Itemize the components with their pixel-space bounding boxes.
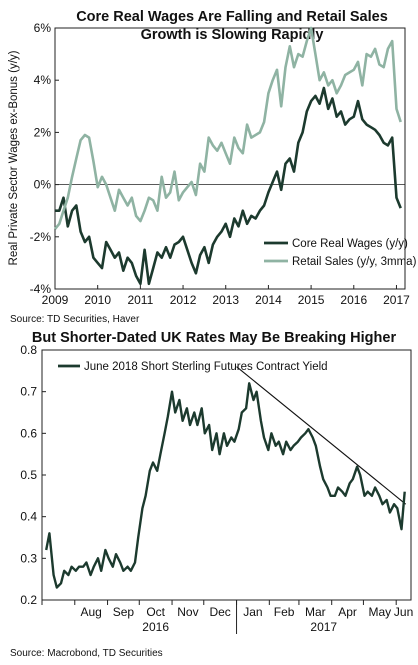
chart1-series-retail-sales — [53, 26, 402, 230]
chart1-xtick-label: 2014 — [255, 293, 282, 307]
chart1-series-core-wages — [55, 86, 402, 286]
chart2-xtick-label: Jun — [394, 605, 413, 619]
chart2-xtick-label: Feb — [274, 605, 295, 619]
chart1-xtick-label: 2016 — [340, 293, 367, 307]
chart2-year-label: 2016 — [142, 620, 169, 634]
chart1-ytick-label: 4% — [34, 73, 52, 87]
chart1-ytick-label: 6% — [34, 21, 52, 35]
chart2-xtick-label: Dec — [209, 605, 230, 619]
chart2-series-short-sterling — [45, 382, 406, 589]
chart2-xtick-label: Aug — [80, 605, 101, 619]
chart1-xtick-label: 2012 — [170, 293, 197, 307]
chart1-ytick-label: 0% — [34, 178, 52, 192]
chart1-subtitle: Growth is Slowing Rapidly — [141, 27, 324, 43]
chart2-ytick-label: 0.8 — [20, 343, 37, 357]
chart1-ytick-label: -4% — [30, 282, 52, 296]
chart2-xtick-label: Sep — [113, 605, 135, 619]
chart1-xtick-label: 2010 — [84, 293, 111, 307]
chart2-xtick-label: Jan — [243, 605, 262, 619]
chart1-xtick-label: 2017 — [383, 293, 410, 307]
chart2-legend-label: June 2018 Short Sterling Futures Contrac… — [84, 361, 328, 373]
chart1-frame — [54, 27, 406, 290]
chart2-plot: 0.2 0.3 0.4 0.5 0.6 0.7 0.8 Aug Sep Oct Nov Dec Jan F… — [20, 343, 413, 634]
chart2-xtick-label: Oct — [146, 605, 165, 619]
chart1-xtick-label: 2015 — [298, 293, 325, 307]
chart2-source: Source: Macrobond, TD Securities — [10, 648, 163, 659]
chart1-source: Source: TD Securities, Haver — [10, 314, 140, 325]
chart2-year-label: 2017 — [310, 620, 337, 634]
chart2-ytick-label: 0.6 — [20, 426, 37, 440]
chart2-xtick-label: Apr — [338, 605, 357, 619]
chart2-ytick-label: 0.5 — [20, 468, 37, 482]
chart2-ytick-label: 0.2 — [20, 593, 37, 607]
chart2-ytick-label: 0.3 — [20, 551, 37, 565]
chart1-legend-label: Retail Sales (y/y, 3mma) — [292, 256, 417, 268]
chart2-xtick-label: Nov — [177, 605, 198, 619]
chart1-legend-label: Core Real Wages (y/y) — [292, 238, 408, 250]
chart1-ytick-label: -2% — [30, 230, 52, 244]
chart1-xtick-label: 2013 — [212, 293, 239, 307]
chart1-plot: -4% -2% 0% 2% 4% 6% 2009 2010 2011 2012 2013 2014 20… — [30, 21, 417, 307]
chart1-title: Core Real Wages Are Falling and Retail S… — [76, 9, 388, 25]
chart1-xtick-label: 2009 — [42, 293, 69, 307]
chart1-xtick-label: 2011 — [127, 293, 153, 307]
chart2-ytick-label: 0.7 — [20, 385, 37, 399]
chart2-trendline — [236, 366, 407, 505]
chart2-ytick-label: 0.4 — [20, 510, 37, 524]
chart1-ylabel: Real Private Sector Wages ex-Bonus (y/y) — [8, 50, 20, 265]
chart2-xtick-label: May — [368, 605, 391, 619]
chart2-xtick-label: Mar — [305, 605, 326, 619]
chart1-ytick-label: 2% — [34, 125, 52, 139]
chart2-title: But Shorter-Dated UK Rates May Be Breaki… — [32, 330, 397, 346]
chart2-frame — [41, 349, 412, 601]
